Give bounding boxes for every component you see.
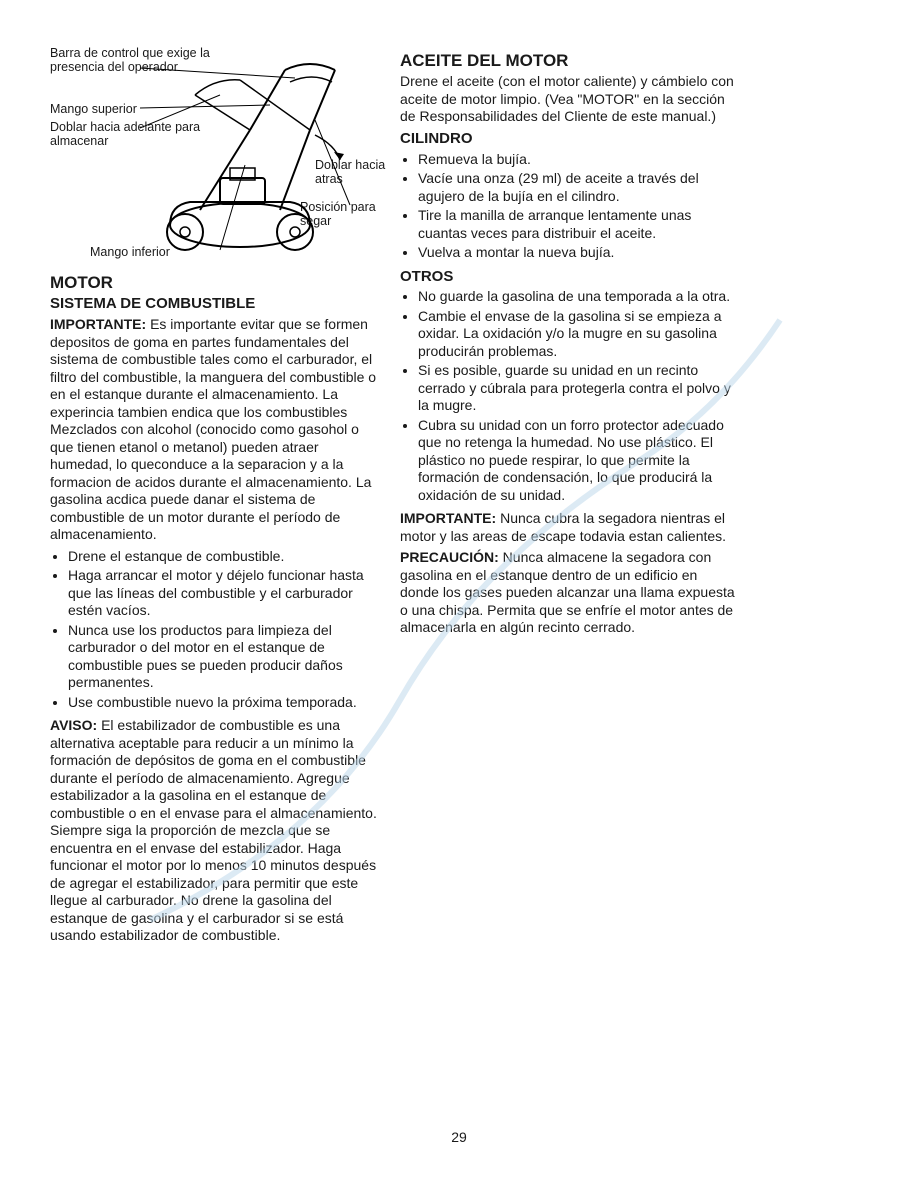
aviso-paragraph: AVISO: El estabilizador de combustible e… xyxy=(50,717,380,945)
precaucion-paragraph: PRECAUCIÓN: Nunca almacene la segadora c… xyxy=(400,549,740,637)
list-item: Drene el estanque de combustible. xyxy=(68,548,380,566)
list-item: Si es posible, guarde su unidad en un re… xyxy=(418,362,740,415)
otros-bullets: No guarde la gasolina de una temporada a… xyxy=(400,288,740,504)
cilindro-heading: CILINDRO xyxy=(400,130,740,149)
aviso-label: AVISO: xyxy=(50,717,97,733)
aceite-heading: ACEITE DEL MOTOR xyxy=(400,50,740,71)
motor-heading: MOTOR xyxy=(50,272,380,293)
aviso-text: El estabilizador de combustible es una a… xyxy=(50,717,377,943)
page-number: 29 xyxy=(50,1129,868,1145)
left-column: Barra de control que exige la presencia … xyxy=(50,50,380,949)
importante-label: IMPORTANTE: xyxy=(50,316,146,332)
right-column: ACEITE DEL MOTOR Drene el aceite (con el… xyxy=(400,50,740,949)
importante2-label: IMPORTANTE: xyxy=(400,510,496,526)
mower-diagram: Barra de control que exige la presencia … xyxy=(50,50,380,260)
aceite-text: Drene el aceite (con el motor caliente) … xyxy=(400,73,740,126)
otros-heading: OTROS xyxy=(400,268,740,287)
precaucion-label: PRECAUCIÓN: xyxy=(400,549,499,565)
sistema-heading: SISTEMA DE COMBUSTIBLE xyxy=(50,295,380,314)
list-item: No guarde la gasolina de una temporada a… xyxy=(418,288,740,306)
list-item: Remueva la bujía. xyxy=(418,151,740,169)
list-item: Tire la manilla de arranque lentamente u… xyxy=(418,207,740,242)
page-content: Barra de control que exige la presencia … xyxy=(50,50,868,949)
cilindro-bullets: Remueva la bujía. Vacíe una onza (29 ml)… xyxy=(400,151,740,262)
list-item: Nunca use los productos para limpieza de… xyxy=(68,622,380,692)
list-item: Cambie el envase de la gasolina si se em… xyxy=(418,308,740,361)
list-item: Use combustible nuevo la próxima tempora… xyxy=(68,694,380,712)
mower-illustration xyxy=(140,60,380,260)
list-item: Cubra su unidad con un forro protector a… xyxy=(418,417,740,505)
list-item: Vacíe una onza (29 ml) de aceite a travé… xyxy=(418,170,740,205)
list-item: Haga arrancar el motor y déjelo funciona… xyxy=(68,567,380,620)
motor-bullets: Drene el estanque de combustible. Haga a… xyxy=(50,548,380,712)
importante-text: Es importante evitar que se formen depos… xyxy=(50,316,376,542)
list-item: Vuelva a montar la nueva bujía. xyxy=(418,244,740,262)
importante-paragraph: IMPORTANTE: Es importante evitar que se … xyxy=(50,316,380,544)
importante2-paragraph: IMPORTANTE: Nunca cubra la segadora nien… xyxy=(400,510,740,545)
label-mango-superior: Mango superior xyxy=(50,102,137,116)
